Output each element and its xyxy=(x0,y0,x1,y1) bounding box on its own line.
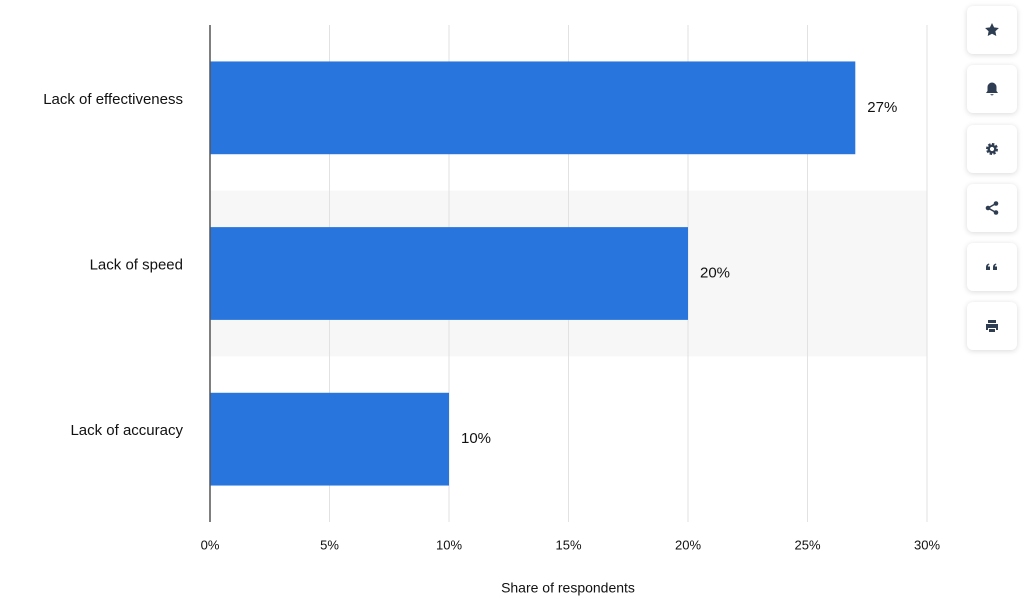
bar xyxy=(210,61,856,155)
cite-button[interactable] xyxy=(967,243,1017,291)
star-icon xyxy=(985,23,999,36)
share-icon xyxy=(985,201,999,215)
x-tick-label: 0% xyxy=(201,537,220,552)
y-tick-label: Lack of speed xyxy=(90,256,183,273)
favorite-button[interactable] xyxy=(967,6,1017,54)
chart: Share of respondents 0% 5% 10% 15% 20% 25% 30%… xyxy=(43,25,940,596)
x-tick-label: 15% xyxy=(555,537,581,552)
x-tick-label: 20% xyxy=(675,537,701,552)
quote-icon xyxy=(986,263,997,270)
y-tick-label: Lack of effectiveness xyxy=(43,91,183,108)
data-label: 27% xyxy=(867,99,897,116)
bar xyxy=(210,227,688,320)
x-tick-label: 30% xyxy=(914,537,940,552)
x-tick-label: 5% xyxy=(320,537,339,552)
gear-icon xyxy=(986,143,998,155)
share-button[interactable] xyxy=(967,184,1017,232)
print-button[interactable] xyxy=(967,302,1017,350)
notification-button[interactable] xyxy=(967,65,1017,113)
bar xyxy=(210,392,449,486)
settings-button[interactable] xyxy=(967,125,1017,173)
y-tick-label: Lack of accuracy xyxy=(70,422,183,439)
x-tick-label: 10% xyxy=(436,537,462,552)
data-label: 20% xyxy=(700,264,730,281)
bell-icon xyxy=(986,82,998,96)
x-tick-label: 25% xyxy=(794,537,820,552)
x-axis-title: Share of respondents xyxy=(501,580,635,596)
print-icon xyxy=(986,320,998,332)
data-label: 10% xyxy=(461,430,491,447)
